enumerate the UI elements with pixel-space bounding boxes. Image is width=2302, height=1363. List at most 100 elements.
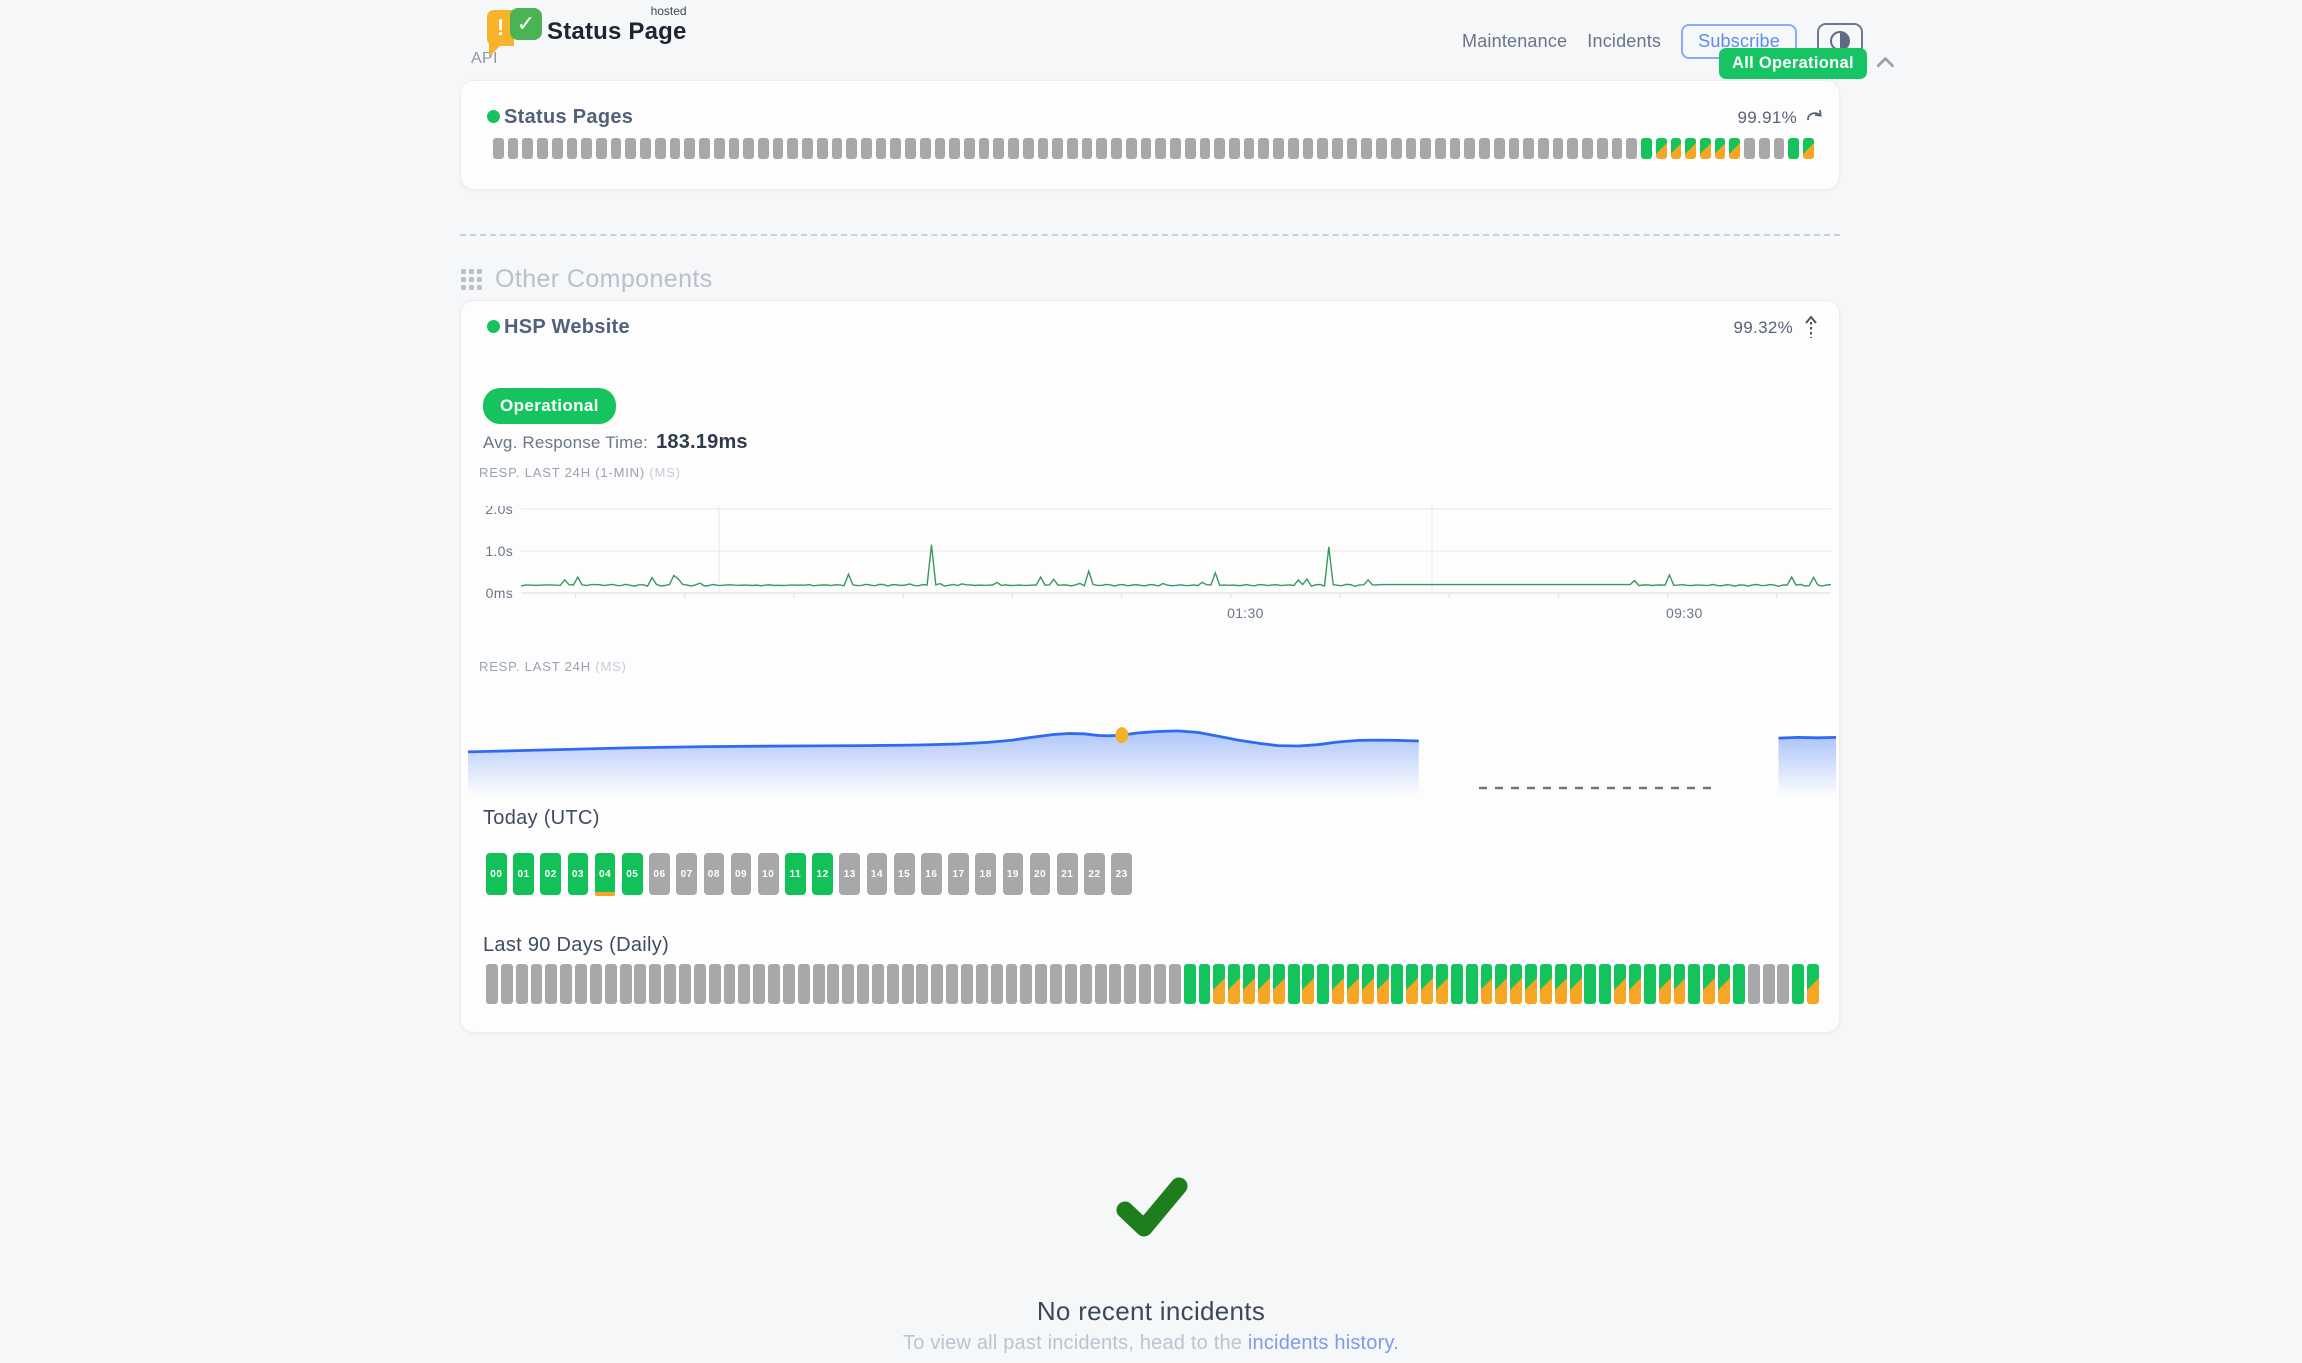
uptime-bar[interactable] xyxy=(1641,138,1652,159)
uptime-bar[interactable] xyxy=(1198,964,1211,1004)
uptime-bar[interactable] xyxy=(857,964,870,1004)
uptime-bar[interactable] xyxy=(486,964,498,1004)
uptime-bar[interactable] xyxy=(782,964,795,1004)
hour-block-15[interactable]: 15 xyxy=(893,853,915,895)
uptime-bar[interactable] xyxy=(1421,964,1434,1004)
hour-block-23[interactable]: 23 xyxy=(1111,853,1132,895)
uptime-bar[interactable] xyxy=(1685,138,1696,159)
nav-incidents[interactable]: Incidents xyxy=(1587,30,1662,51)
hour-block-18[interactable]: 18 xyxy=(975,853,997,895)
hour-block-22[interactable]: 22 xyxy=(1084,853,1105,895)
uptime-bar[interactable] xyxy=(530,964,543,1004)
uptime-bar[interactable] xyxy=(1596,138,1608,159)
uptime-bar[interactable] xyxy=(1758,138,1770,159)
hour-block-20[interactable]: 20 xyxy=(1029,853,1051,895)
uptime-bar[interactable] xyxy=(1272,964,1285,1004)
uptime-bar[interactable] xyxy=(1184,138,1196,159)
hour-block-08[interactable]: 08 xyxy=(703,853,725,895)
uptime-bar[interactable] xyxy=(1655,138,1667,159)
uptime-bar[interactable] xyxy=(919,138,931,159)
uptime-bar[interactable] xyxy=(1257,964,1270,1004)
uptime-bar[interactable] xyxy=(1124,964,1137,1004)
uptime-bar[interactable] xyxy=(1643,964,1656,1004)
uptime-bar[interactable] xyxy=(1729,138,1741,159)
uptime-bar[interactable] xyxy=(1479,138,1490,159)
uptime-bar[interactable] xyxy=(1140,138,1152,159)
hour-block-10[interactable]: 10 xyxy=(757,853,779,895)
uptime-bar[interactable] xyxy=(1273,138,1284,159)
uptime-bar[interactable] xyxy=(1317,964,1330,1004)
uptime-bar[interactable] xyxy=(634,964,647,1004)
nav-maintenance[interactable]: Maintenance xyxy=(1462,30,1568,51)
uptime-bar[interactable] xyxy=(1584,964,1597,1004)
uptime-bar[interactable] xyxy=(1508,138,1520,159)
uptime-bar[interactable] xyxy=(890,138,902,159)
uptime-bar[interactable] xyxy=(1538,138,1549,159)
uptime-bar[interactable] xyxy=(575,964,588,1004)
uptime-bar[interactable] xyxy=(1081,138,1093,159)
uptime-bar[interactable] xyxy=(625,138,637,159)
uptime-bar[interactable] xyxy=(871,964,884,1004)
uptime-bar[interactable] xyxy=(1361,138,1373,159)
uptime-bar[interactable] xyxy=(1807,964,1820,1004)
uptime-bar[interactable] xyxy=(1670,138,1682,159)
hour-block-04[interactable]: 04 xyxy=(594,853,616,896)
uptime-bar[interactable] xyxy=(1569,964,1582,1004)
uptime-bar[interactable] xyxy=(990,964,1003,1004)
uptime-bar[interactable] xyxy=(757,138,769,159)
response-time-line-chart[interactable]: 2.0s 1.0s 0ms 01:30 09:30 xyxy=(468,506,1836,631)
hour-block-02[interactable]: 02 xyxy=(540,853,562,895)
uptime-bar[interactable] xyxy=(1170,138,1181,159)
uptime-bar[interactable] xyxy=(1405,138,1417,159)
uptime-bar[interactable] xyxy=(581,138,593,159)
uptime-bar[interactable] xyxy=(1614,964,1627,1004)
uptime-bar[interactable] xyxy=(1155,138,1167,159)
uptime-bar[interactable] xyxy=(1523,138,1535,159)
chevron-up-icon[interactable] xyxy=(1876,56,1895,75)
hour-block-12[interactable]: 12 xyxy=(812,853,833,895)
uptime-bar[interactable] xyxy=(1802,138,1814,159)
uptime-bar[interactable] xyxy=(753,964,766,1004)
hour-block-05[interactable]: 05 xyxy=(621,853,643,895)
uptime-bar[interactable] xyxy=(1628,964,1641,1004)
uptime-bar[interactable] xyxy=(699,138,710,159)
uptime-bar[interactable] xyxy=(1699,138,1711,159)
uptime-bar[interactable] xyxy=(1096,138,1108,159)
uptime-bar[interactable] xyxy=(1773,138,1785,159)
uptime-bar[interactable] xyxy=(812,964,825,1004)
uptime-bar[interactable] xyxy=(1228,138,1240,159)
hour-block-07[interactable]: 07 xyxy=(676,853,697,895)
uptime-bar[interactable] xyxy=(797,964,810,1004)
uptime-bar[interactable] xyxy=(1052,138,1064,159)
uptime-bar[interactable] xyxy=(1539,964,1552,1004)
uptime-bar[interactable] xyxy=(560,964,573,1004)
uptime-bar[interactable] xyxy=(1449,138,1461,159)
uptime-bar[interactable] xyxy=(1317,138,1328,159)
uptime-bar[interactable] xyxy=(831,138,843,159)
uptime-bar[interactable] xyxy=(961,964,973,1004)
uptime-bar[interactable] xyxy=(545,964,558,1004)
hour-block-19[interactable]: 19 xyxy=(1002,853,1024,895)
uptime-bar[interactable] xyxy=(1376,964,1389,1004)
refresh-icon[interactable] xyxy=(1805,108,1825,128)
uptime-bar[interactable] xyxy=(901,964,914,1004)
uptime-bar[interactable] xyxy=(684,138,696,159)
uptime-bar[interactable] xyxy=(816,138,828,159)
hour-block-11[interactable]: 11 xyxy=(785,853,806,895)
uptime-bar[interactable] xyxy=(1109,964,1122,1004)
uptime-bar[interactable] xyxy=(1703,964,1716,1004)
uptime-bar[interactable] xyxy=(1436,964,1448,1004)
uptime-bar[interactable] xyxy=(842,964,855,1004)
uptime-bar[interactable] xyxy=(1213,964,1226,1004)
uptime-bar[interactable] xyxy=(1139,964,1152,1004)
uptime-bar[interactable] xyxy=(1346,964,1359,1004)
uptime-bar[interactable] xyxy=(860,138,872,159)
uptime-bar[interactable] xyxy=(1214,138,1225,159)
uptime-bar[interactable] xyxy=(993,138,1005,159)
uptime-bar[interactable] xyxy=(1493,138,1505,159)
uptime-bar[interactable] xyxy=(1435,138,1446,159)
uptime-bar[interactable] xyxy=(1552,138,1564,159)
uptime-bar[interactable] xyxy=(1035,964,1048,1004)
uptime-bar[interactable] xyxy=(964,138,975,159)
uptime-bar[interactable] xyxy=(693,964,706,1004)
